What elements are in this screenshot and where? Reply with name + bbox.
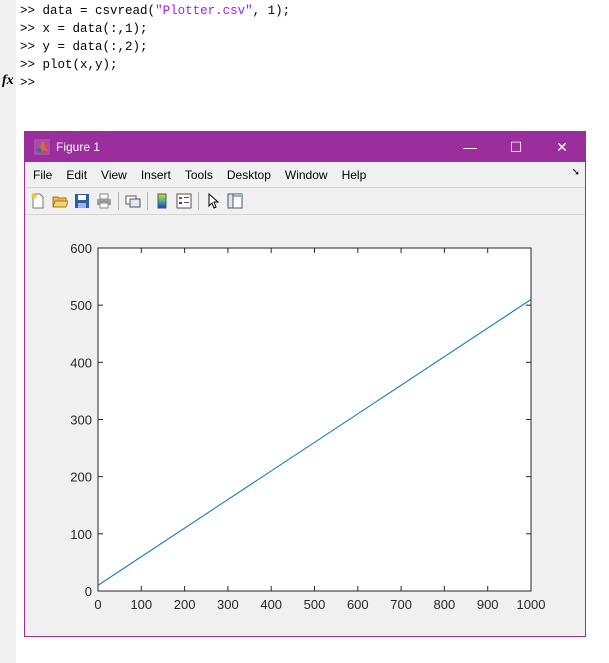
colorbar-icon[interactable] [151,190,173,212]
y-tick-label: 400 [70,355,92,370]
x-tick-label: 0 [94,597,101,612]
series-line [97,299,532,586]
line-plot[interactable]: 0 100 200 300 400 500 600 700 800 900 1000 0 100 200 3… [25,215,585,636]
x-tick-label: 500 [304,597,326,612]
y-tick-label: 300 [70,413,92,428]
menu-view[interactable]: View [101,167,127,182]
y-tick-label: 0 [85,584,92,599]
y-tick-label: 500 [70,298,92,313]
command-line: >> plot(x,y); [20,58,118,72]
toolbar-separator [198,192,199,210]
figure-toolbar [25,187,585,215]
menu-window[interactable]: Window [284,167,328,182]
menu-desktop[interactable]: Desktop [226,167,271,182]
x-tick-label: 300 [217,597,239,612]
legend-icon[interactable] [173,190,195,212]
figure-window: Figure 1 — ☐ ✕ File Edit View Insert Too… [24,131,586,637]
menu-help[interactable]: Help [341,167,367,182]
minimize-button[interactable]: — [447,132,493,162]
command-line: >> data = csvread("Plotter.csv", 1); [20,4,291,18]
menu-file[interactable]: File [33,167,53,182]
menu-tools[interactable]: Tools [184,167,213,182]
figure-titlebar: Figure 1 — ☐ ✕ [25,132,585,162]
save-icon[interactable] [71,190,93,212]
figure-menubar: File Edit View Insert Tools Desktop Wind… [25,162,585,187]
print-icon[interactable] [93,190,115,212]
x-tick-label: 100 [130,597,152,612]
close-icon: ✕ [556,138,568,155]
matlab-logo-icon [34,139,50,155]
figure-title: Figure 1 [56,140,101,154]
dock-figure-icon[interactable]: ➘ [571,167,580,178]
command-window[interactable]: >> data = csvread("Plotter.csv", 1); >> … [20,2,290,92]
command-prompt[interactable]: >> [20,76,36,90]
toolbar-separator [147,192,148,210]
property-inspector-icon[interactable] [224,190,246,212]
function-browser-icon[interactable]: fx [2,73,14,88]
maximize-button[interactable]: ☐ [493,132,539,162]
open-file-icon[interactable] [49,190,71,212]
new-figure-icon[interactable] [27,190,49,212]
command-line: >> y = data(:,2); [20,40,148,54]
link-plot-icon[interactable] [122,190,144,212]
menu-insert[interactable]: Insert [140,167,171,182]
command-window-gutter [0,0,16,663]
edit-plot-icon[interactable] [202,190,224,212]
toolbar-separator [118,192,119,210]
menu-edit[interactable]: Edit [66,167,88,182]
maximize-icon: ☐ [509,138,523,155]
axes-box [97,247,532,592]
x-tick-label: 1000 [517,597,546,612]
x-tick-label: 700 [390,597,412,612]
x-tick-label: 900 [477,597,499,612]
x-tick-label: 400 [260,597,282,612]
close-button[interactable]: ✕ [539,132,585,162]
command-line: >> x = data(:,1); [20,22,148,36]
y-tick-label: 600 [70,241,92,256]
x-tick-label: 200 [174,597,196,612]
x-tick-label: 800 [434,597,456,612]
y-tick-label: 100 [70,527,92,542]
y-tick-label: 200 [70,470,92,485]
minimize-icon: — [463,139,477,155]
x-tick-label: 600 [347,597,369,612]
